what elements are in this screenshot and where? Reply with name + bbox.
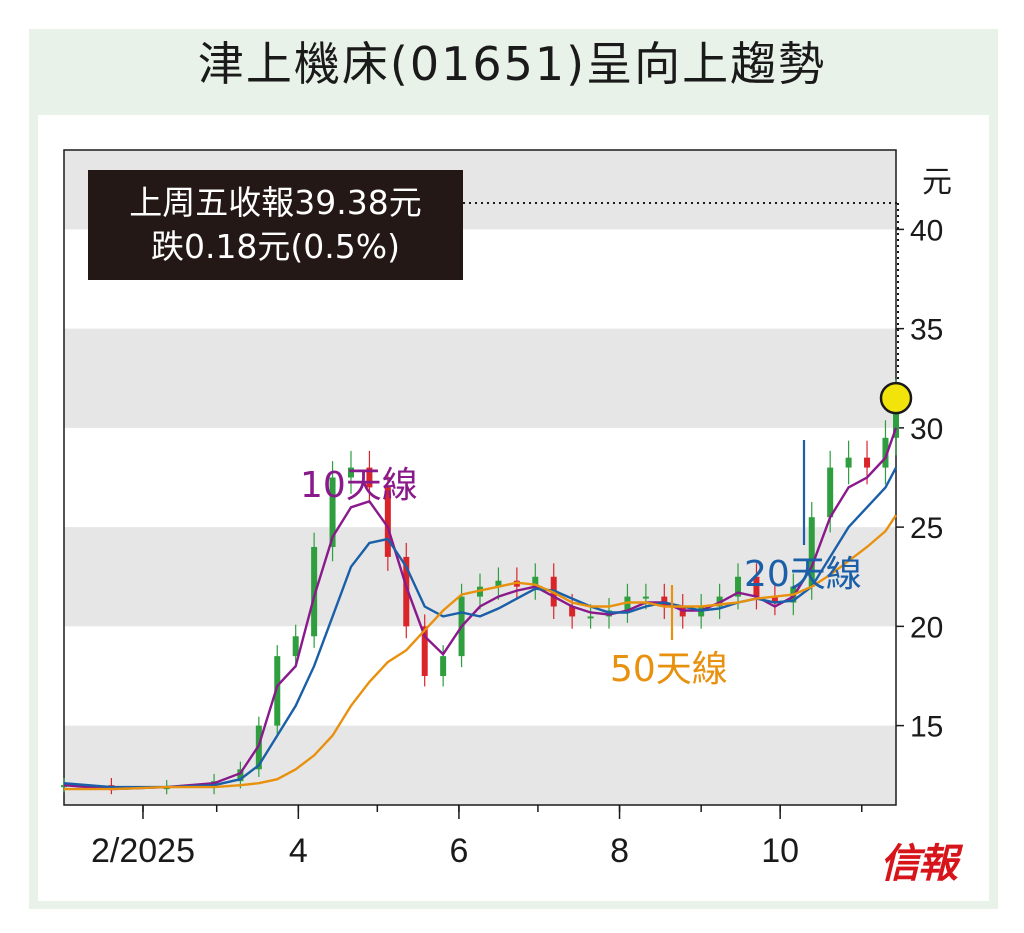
annotation-label: 50天線 [610, 649, 728, 690]
chart-title: 津上機床(01651)呈向上趨勢 [197, 37, 827, 91]
x-tick-label: 4 [289, 832, 308, 870]
y-tick-label: 20 [910, 611, 943, 644]
candle-body [753, 576, 760, 597]
x-tick-label: 8 [610, 832, 629, 870]
candle-body [495, 580, 502, 587]
candle-body [403, 556, 410, 627]
hkej-logo: 信報 [880, 840, 958, 887]
ma-line-3 [64, 514, 898, 791]
candle-body [292, 636, 299, 657]
x-tick-label: 2/2025 [91, 832, 195, 870]
grid-band [64, 328, 896, 428]
candle-body [893, 398, 899, 438]
candle-body [771, 596, 778, 603]
x-tick-label: 6 [449, 832, 468, 870]
y-tick-label: 25 [910, 512, 943, 545]
ma-line-1 [63, 427, 898, 791]
annotation-label: 10天線 [300, 465, 418, 506]
candle-body [421, 626, 428, 676]
plot-border [63, 149, 897, 806]
candle-body [642, 596, 649, 599]
candle-body [347, 467, 354, 478]
candle-body [845, 457, 852, 468]
y-tick-label: 35 [910, 314, 943, 347]
candle-body [237, 769, 244, 782]
candle-body [569, 606, 576, 617]
candle-body [882, 437, 889, 468]
candle-body [735, 576, 742, 597]
callout-line-2: 跌0.18元(0.5%) [150, 227, 401, 266]
x-tick-label: 10 [761, 832, 799, 870]
candle-body [864, 457, 871, 468]
y-unit-label: 元 [922, 166, 952, 199]
candle-body [587, 616, 594, 619]
candle-body [366, 467, 373, 488]
y-tick-label: 15 [910, 711, 943, 744]
ma-line-2 [63, 467, 898, 789]
candle-body [311, 546, 318, 637]
candle-body [440, 656, 447, 676]
y-tick-label: 30 [910, 413, 943, 446]
candle-body [274, 656, 281, 726]
last-price-marker [879, 381, 913, 415]
candle-body [532, 576, 539, 587]
callout-line-1: 上周五收報39.38元 [129, 183, 422, 222]
candle-body [827, 467, 834, 518]
candle-body [808, 517, 815, 587]
grid-band [64, 725, 896, 805]
y-tick-label: 40 [910, 214, 943, 247]
candle-body [384, 487, 391, 557]
candle-body [329, 477, 336, 547]
annotation-label: 20天線 [744, 554, 862, 595]
price-callout: 上周五收報39.38元 跌0.18元(0.5%) [88, 170, 463, 280]
